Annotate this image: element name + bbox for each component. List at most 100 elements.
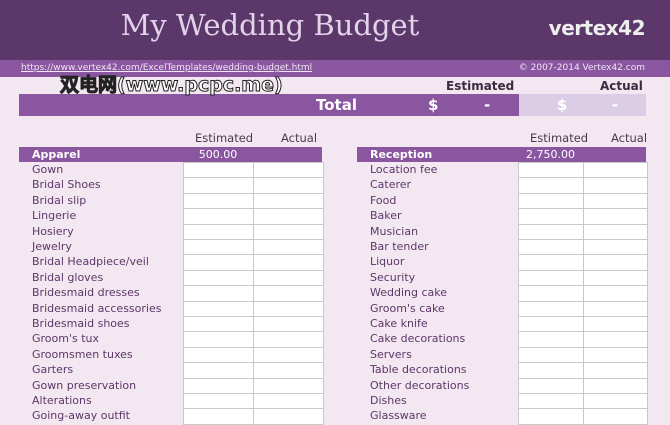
estimated-cell[interactable] (518, 269, 585, 287)
actual-cell[interactable] (253, 192, 324, 210)
estimated-cell[interactable] (183, 254, 255, 271)
estimated-cell[interactable] (518, 162, 585, 179)
estimated-cell[interactable] (518, 408, 585, 425)
table-row: Bridal slip (19, 192, 324, 210)
estimated-cell[interactable] (518, 300, 585, 317)
page-title: My Wedding Budget (120, 8, 420, 42)
item-label: Baker (370, 209, 402, 223)
actual-cell[interactable] (583, 223, 648, 240)
estimated-cell[interactable] (518, 192, 585, 210)
item-label: Cake knife (370, 317, 428, 330)
actual-cell[interactable] (253, 316, 324, 333)
item-label: Caterer (370, 178, 412, 192)
estimated-cell[interactable] (518, 254, 585, 271)
total-actual-value[interactable]: - (612, 96, 619, 114)
total-actual-currency: $ (557, 96, 568, 114)
estimated-cell[interactable] (183, 162, 255, 179)
actual-cell[interactable] (583, 192, 648, 210)
actual-cell[interactable] (583, 254, 648, 271)
estimated-cell[interactable] (183, 208, 255, 225)
total-actual-cell[interactable] (519, 94, 646, 116)
actual-cell[interactable] (583, 239, 648, 256)
category-name: Apparel (32, 148, 81, 161)
estimated-cell[interactable] (183, 192, 255, 210)
estimated-cell[interactable] (518, 223, 585, 240)
item-label: Gown (32, 163, 64, 176)
actual-cell[interactable] (253, 162, 324, 179)
header: My Wedding Budget vertex42 (0, 0, 670, 60)
estimated-cell[interactable] (183, 346, 255, 364)
item-label: Bar tender (370, 240, 429, 253)
estimated-cell[interactable] (183, 300, 255, 317)
actual-cell[interactable] (253, 393, 324, 410)
total-estimated-value[interactable]: - (484, 96, 491, 114)
actual-cell[interactable] (253, 285, 324, 302)
estimated-cell[interactable] (518, 316, 585, 333)
copyright: © 2007-2014 Vertex42.com (518, 63, 645, 73)
actual-cell[interactable] (253, 300, 324, 317)
estimated-cell[interactable] (183, 223, 255, 240)
item-label: Wedding cake (370, 286, 448, 300)
actual-cell[interactable] (253, 346, 324, 364)
table-row: Cake decorations (357, 331, 648, 348)
estimated-cell[interactable] (518, 208, 585, 225)
table-row: Caterer (357, 177, 648, 194)
estimated-cell[interactable] (183, 177, 255, 194)
item-label: Bridal gloves (32, 270, 104, 284)
estimated-cell[interactable] (518, 285, 585, 302)
table-row: Food (357, 192, 648, 210)
actual-cell[interactable] (253, 408, 324, 425)
table-row: Bridal Shoes (19, 177, 324, 194)
actual-cell[interactable] (253, 177, 324, 194)
table-row: Bridesmaid shoes (19, 316, 324, 333)
estimated-cell[interactable] (183, 408, 255, 425)
actual-cell[interactable] (253, 377, 324, 394)
table-row: Gown preservation (19, 377, 324, 394)
estimated-cell[interactable] (518, 377, 585, 394)
estimated-cell[interactable] (183, 269, 255, 287)
estimated-cell[interactable] (183, 285, 255, 302)
estimated-cell[interactable] (183, 362, 255, 379)
estimated-cell[interactable] (518, 239, 585, 256)
actual-cell[interactable] (583, 162, 648, 179)
item-label: Cake decorations (370, 332, 466, 346)
estimated-cell[interactable] (183, 331, 255, 348)
actual-cell[interactable] (583, 269, 648, 287)
estimated-cell[interactable] (183, 239, 255, 256)
actual-cell[interactable] (253, 362, 324, 379)
link-bar: https://www.vertex42.com/ExcelTemplates/… (0, 60, 670, 77)
item-label: Going-away outfit (32, 409, 130, 423)
item-label: Location fee (370, 163, 438, 176)
template-link[interactable]: https://www.vertex42.com/ExcelTemplates/… (21, 63, 313, 73)
estimated-cell[interactable] (518, 346, 585, 364)
actual-cell[interactable] (583, 300, 648, 317)
estimated-cell[interactable] (183, 393, 255, 410)
actual-cell[interactable] (583, 208, 648, 225)
actual-cell[interactable] (253, 223, 324, 240)
actual-cell[interactable] (253, 239, 324, 256)
estimated-cell[interactable] (518, 331, 585, 348)
actual-cell[interactable] (583, 331, 648, 348)
actual-cell[interactable] (583, 393, 648, 410)
estimated-cell[interactable] (183, 377, 255, 394)
actual-cell[interactable] (583, 408, 648, 425)
watermark: 双电网(www.pcpc.me) (60, 74, 284, 96)
actual-cell[interactable] (253, 254, 324, 271)
actual-cell[interactable] (583, 285, 648, 302)
category-header: Apparel 500.00 (19, 147, 322, 162)
category-estimated-total: 2,750.00 (526, 148, 575, 161)
actual-cell[interactable] (583, 362, 648, 379)
estimated-cell[interactable] (518, 362, 585, 379)
actual-cell[interactable] (253, 269, 324, 287)
estimated-cell[interactable] (518, 177, 585, 194)
estimated-header: Estimated (195, 131, 254, 145)
actual-cell[interactable] (583, 177, 648, 194)
actual-cell[interactable] (583, 377, 648, 394)
actual-cell[interactable] (583, 346, 648, 364)
estimated-cell[interactable] (183, 316, 255, 333)
actual-cell[interactable] (253, 331, 324, 348)
item-label: Hosiery (32, 224, 74, 238)
actual-cell[interactable] (253, 208, 324, 225)
actual-cell[interactable] (583, 316, 648, 333)
estimated-cell[interactable] (518, 393, 585, 410)
